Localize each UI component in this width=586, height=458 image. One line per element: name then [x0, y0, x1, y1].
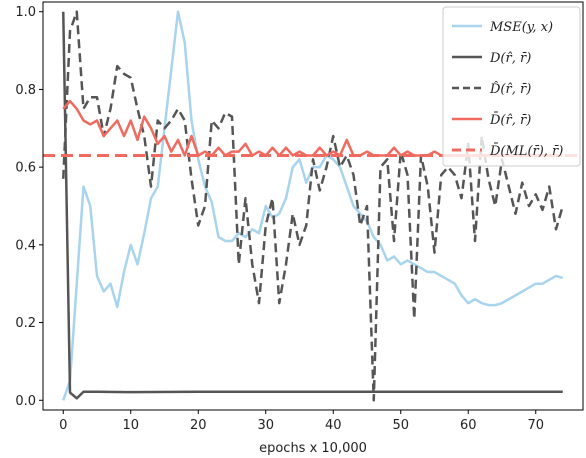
x-axis-label: epochs x 10,000	[259, 441, 367, 456]
y-tick-label-1: 0.2	[15, 316, 36, 331]
legend-box	[442, 6, 581, 167]
series-line-2	[62, 10, 564, 402]
legend-label-1: D(r̂, r̄)	[489, 51, 531, 66]
series-line-1	[62, 11, 563, 400]
x-tick-label-2: 20	[190, 418, 207, 433]
y-tick-label-0: 0.0	[15, 394, 36, 409]
y-tick-label-4: 0.8	[15, 83, 36, 98]
chart-marks	[43, 10, 583, 402]
x-tick-label-1: 10	[122, 418, 139, 433]
y-tick-label-2: 0.4	[15, 238, 36, 253]
y-tick-label-5: 1.0	[15, 5, 36, 20]
legend: MSE(y, x) D(r̂, r̄) D̂(r̂, r̄) D̄(r̂, r̄) D̄…	[442, 6, 581, 167]
x-tick-label-4: 40	[325, 418, 342, 433]
x-tick-label-3: 30	[257, 418, 274, 433]
x-tick-label-5: 50	[392, 418, 409, 433]
y-tick-label-3: 0.6	[15, 161, 36, 176]
legend-label-4: D̄(ML(r̄), r̄)	[489, 143, 563, 159]
legend-label-3: D̄(r̂, r̄)	[489, 112, 531, 128]
plot-frame	[42, 1, 584, 411]
legend-label-2: D̂(r̂, r̄)	[489, 81, 531, 97]
chart-axes: 0 10 20 30 40 50 60 70 0.0 0.2 0.4 0.6 0.8 1.0	[15, 1, 584, 433]
legend-label-0: MSE(y, x)	[489, 20, 553, 35]
x-tick-label-0: 0	[59, 418, 67, 433]
series-line-0	[62, 10, 564, 401]
x-tick-label-6: 60	[460, 418, 477, 433]
x-tick-label-7: 70	[527, 418, 544, 433]
